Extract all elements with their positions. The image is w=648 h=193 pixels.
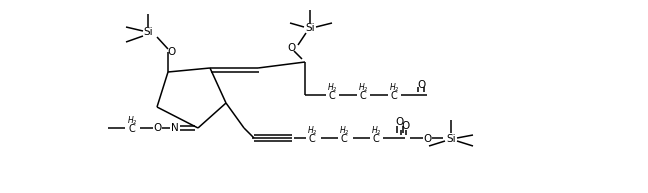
Text: Si: Si — [446, 134, 456, 144]
Text: $H_2$: $H_2$ — [371, 125, 381, 137]
Text: O: O — [423, 134, 431, 144]
Text: $H_2$: $H_2$ — [389, 82, 399, 94]
Text: O: O — [167, 47, 175, 57]
Text: O: O — [287, 43, 295, 53]
Text: $H_2$: $H_2$ — [339, 125, 349, 137]
Text: Si: Si — [305, 23, 315, 33]
Text: C: C — [329, 91, 336, 101]
Text: C: C — [308, 134, 316, 144]
Text: O: O — [154, 123, 162, 133]
Text: N: N — [171, 123, 179, 133]
Text: $H_2$: $H_2$ — [358, 82, 368, 94]
Text: C: C — [391, 91, 397, 101]
Text: C: C — [373, 134, 379, 144]
Text: Si: Si — [143, 27, 153, 37]
Text: O: O — [396, 117, 404, 127]
Text: C: C — [360, 91, 366, 101]
Text: O: O — [401, 121, 409, 131]
Text: $H_2$: $H_2$ — [327, 82, 338, 94]
Text: $H_2$: $H_2$ — [127, 115, 137, 127]
Text: O: O — [417, 80, 425, 90]
Text: $H_2$: $H_2$ — [307, 125, 318, 137]
Text: C: C — [341, 134, 347, 144]
Text: C: C — [128, 124, 135, 134]
